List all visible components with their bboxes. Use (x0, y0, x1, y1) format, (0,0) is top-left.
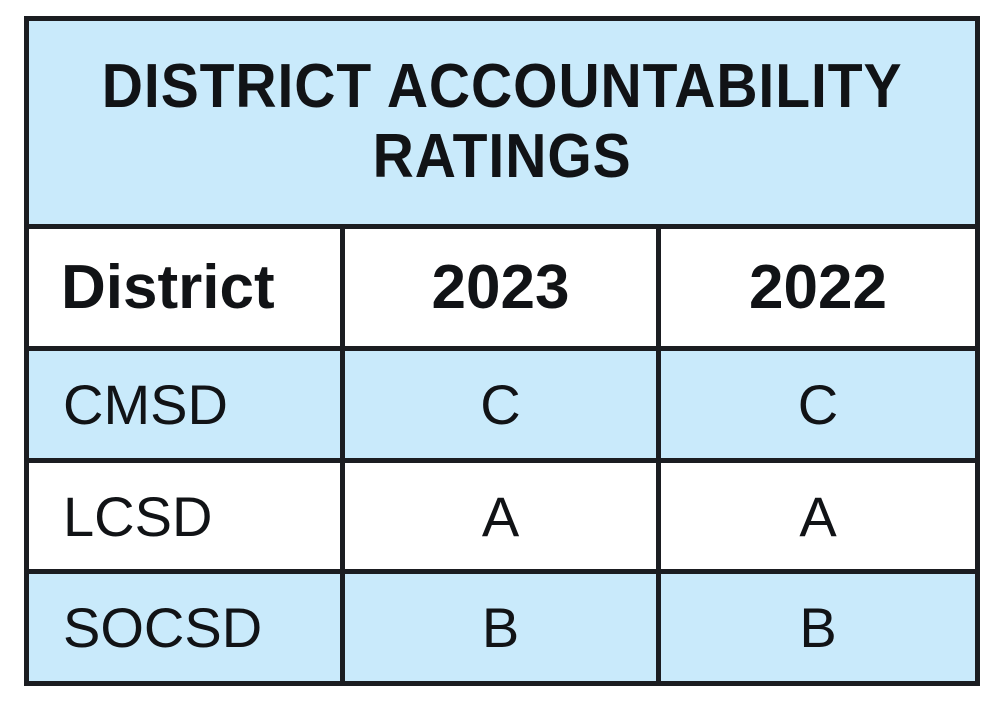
rating-2022-cell: B (655, 569, 981, 686)
rating-2023-cell: C (340, 346, 661, 463)
table-row: SOCSD B B (24, 569, 981, 686)
rating-2023-cell: A (340, 457, 661, 575)
header-row: District 2023 2022 (24, 223, 981, 352)
ratings-table: DISTRICT ACCOUNTABILITY RATINGS District… (23, 16, 981, 686)
district-name-cell: SOCSD (24, 569, 345, 686)
district-name-cell: LCSD (24, 457, 345, 575)
table-row: CMSD C C (24, 346, 981, 463)
rating-2022-cell: A (655, 457, 981, 575)
title-line-2: RATINGS (372, 122, 632, 192)
district-name-cell: CMSD (24, 346, 345, 463)
rating-2022-cell: C (655, 346, 981, 463)
title-row: DISTRICT ACCOUNTABILITY RATINGS (23, 16, 981, 229)
column-header-district: District (24, 223, 345, 352)
column-header-2023: 2023 (340, 223, 661, 352)
table-title: DISTRICT ACCOUNTABILITY RATINGS (23, 16, 981, 229)
table-row: LCSD A A (24, 457, 981, 575)
rating-2023-cell: B (340, 569, 661, 686)
title-text: DISTRICT ACCOUNTABILITY RATINGS (102, 52, 903, 192)
title-line-1: DISTRICT ACCOUNTABILITY (101, 52, 903, 122)
column-header-2022: 2022 (655, 223, 981, 352)
